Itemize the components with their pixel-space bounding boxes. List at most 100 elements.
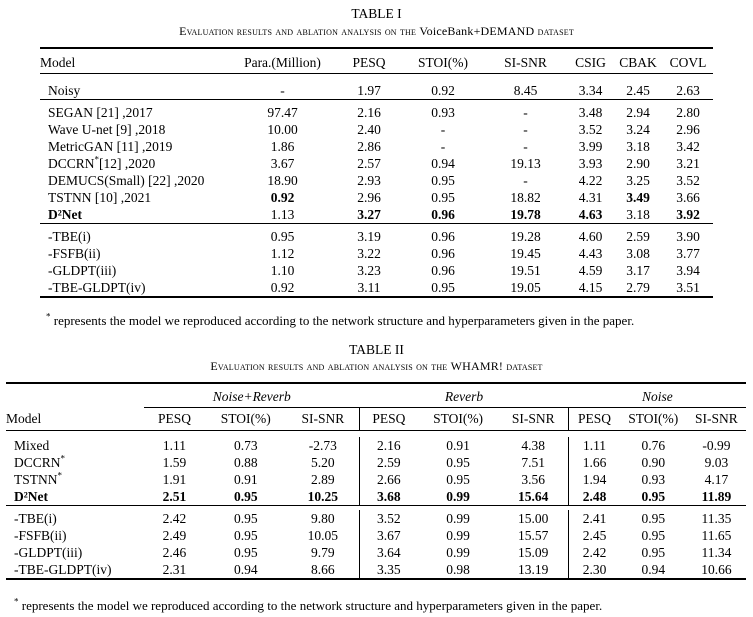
- metric-cell: 4.17: [704, 472, 729, 487]
- metric-cell: 0.96: [431, 229, 455, 244]
- metric-cell: 2.94: [626, 105, 650, 120]
- metric-cell: 19.28: [510, 229, 541, 244]
- model-name-cell: DCCRN*: [14, 453, 66, 470]
- table-row: SEGAN [21] ,2017 97.47 2.16 0.93 - 3.48 2.94 2.…: [40, 104, 713, 121]
- metric-cell: 2.45: [626, 83, 650, 98]
- model-name-cell: Mixed: [14, 438, 50, 453]
- metric-cell: 2.40: [357, 122, 381, 137]
- table-row: Noisy - 1.97 0.92 8.45 3.34 2.45 2.63: [40, 82, 713, 100]
- metric-cell: 0.95: [270, 229, 295, 244]
- metric-cell: 0.95: [431, 190, 455, 205]
- metric-cell: 0.95: [233, 528, 258, 543]
- metric-cell: 11.65: [701, 528, 732, 543]
- metric-cell: 1.94: [582, 472, 607, 487]
- table2-footnote-text: represents the model we reproduced accor…: [21, 598, 603, 613]
- metric-cell: 3.19: [357, 229, 381, 244]
- metric-cell: -: [523, 173, 528, 188]
- metric-cell: 2.51: [162, 489, 187, 504]
- metric-cell: 0.93: [641, 472, 666, 487]
- metric-cell: 15.57: [498, 527, 570, 544]
- metric-cell: 11.34: [701, 545, 732, 560]
- metric-cell: 2.59: [377, 455, 401, 470]
- metric-cell: 3.92: [676, 207, 700, 222]
- metric-cell: 3.68: [377, 489, 401, 504]
- metric-cell: 18.90: [267, 173, 298, 188]
- table2-footnote: * represents the model we reproduced acc…: [14, 597, 603, 614]
- metric-cell: 0.91: [233, 472, 258, 487]
- metric-cell: 2.89: [286, 471, 360, 488]
- metric-cell: 2.46: [162, 545, 187, 560]
- column-header: CBAK: [613, 53, 663, 74]
- metric-cell: 3.18: [626, 139, 650, 154]
- metric-cell: 0.96: [431, 263, 455, 278]
- metric-cell: 2.49: [162, 528, 187, 543]
- model-name-cell: -FSFB(ii): [48, 246, 101, 261]
- metric-cell: 0.73: [233, 438, 258, 453]
- metric-cell: 4.15: [578, 280, 603, 295]
- rule-top-row: [40, 47, 713, 53]
- metric-cell: -: [523, 122, 528, 137]
- metric-cell: 0.94: [641, 562, 666, 577]
- metric-cell: 11.89: [701, 489, 732, 504]
- metric-cell: 4.31: [578, 190, 603, 205]
- metric-cell: 0.99: [446, 545, 470, 560]
- metric-cell: 0.95: [431, 280, 455, 295]
- metric-cell: 3.24: [626, 122, 650, 137]
- table-row: -FSFB(ii) 2.49 0.95 10.05 3.67 0.99 15.57 2.45 0…: [6, 527, 746, 544]
- metric-cell: 0.96: [431, 207, 455, 222]
- table2-caption-pre: Evaluation results and ablation analysis…: [210, 359, 451, 373]
- metric-cell: 2.41: [582, 511, 607, 526]
- metric-cell: -: [440, 139, 446, 154]
- metric-cell: 1.97: [357, 83, 381, 98]
- metric-cell: 18.82: [510, 190, 541, 205]
- table1: Model Para.(Million) PESQ STOI(%) SI-SNR CSIG…: [40, 47, 713, 299]
- table2-caption: Evaluation results and ablation analysis…: [0, 359, 753, 374]
- metric-cell: 0.92: [270, 190, 295, 205]
- column-header: SI-SNR: [286, 407, 360, 431]
- metric-cell: 0.95: [431, 173, 455, 188]
- metric-cell: 3.67: [270, 156, 295, 171]
- column-header: STOI(%): [417, 407, 499, 431]
- metric-cell: 0.92: [431, 83, 455, 98]
- table-row: TSTNN* 1.91 0.91 2.89 2.66 0.95 3.56 1.94 0.93 4.…: [6, 471, 746, 488]
- metric-cell: 2.90: [626, 156, 650, 171]
- table1-number: TABLE I: [351, 6, 402, 21]
- metric-cell: -: [440, 122, 446, 137]
- metric-cell: 0.99: [446, 511, 470, 526]
- metric-cell: 2.63: [676, 83, 700, 98]
- metric-cell: 3.64: [377, 545, 401, 560]
- column-header: PESQ: [568, 407, 620, 431]
- table2-number: TABLE II: [349, 342, 404, 357]
- column-header: PESQ: [144, 407, 205, 431]
- column-header: STOI(%): [204, 407, 287, 431]
- metric-cell: 2.31: [162, 562, 187, 577]
- metric-cell: 0.95: [641, 489, 666, 504]
- model-name-cell: D²Net: [14, 489, 49, 504]
- table1-caption-post: dataset: [534, 24, 574, 38]
- column-header: PESQ: [335, 53, 403, 74]
- metric-cell: 10.25: [286, 488, 360, 506]
- rule-row: [40, 99, 713, 104]
- metric-cell: 2.59: [626, 229, 650, 244]
- metric-cell: 2.42: [162, 511, 187, 526]
- column-header: CSIG: [568, 53, 613, 74]
- metric-cell: 3.51: [676, 280, 700, 295]
- table2-caption-post: dataset: [503, 359, 543, 373]
- metric-cell: 10.66: [701, 562, 732, 577]
- metric-cell: -: [523, 105, 528, 120]
- table1-caption-pre: Evaluation results and ablation analysis…: [179, 24, 420, 38]
- metric-cell: 2.96: [676, 122, 700, 137]
- metric-cell: 0.94: [233, 562, 258, 577]
- metric-cell: 1.91: [162, 472, 187, 487]
- metric-cell: 2.16: [357, 105, 381, 120]
- metric-cell: 3.11: [357, 280, 381, 295]
- metric-cell: 3.27: [357, 207, 381, 222]
- rule-top-row: [6, 382, 746, 387]
- table-row: -TBE(i) 2.42 0.95 9.80 3.52 0.99 15.00 2.41 0.95…: [6, 510, 746, 527]
- metric-cell: 3.17: [626, 263, 650, 278]
- table1-caption: Evaluation results and ablation analysis…: [0, 24, 753, 39]
- metric-cell: 10.05: [286, 527, 360, 544]
- table-row: -GLDPT(iii) 1.10 3.23 0.96 19.51 4.59 3.17 3.94: [40, 262, 713, 279]
- column-header: SI-SNR: [483, 53, 568, 74]
- metric-cell: 19.05: [510, 280, 541, 295]
